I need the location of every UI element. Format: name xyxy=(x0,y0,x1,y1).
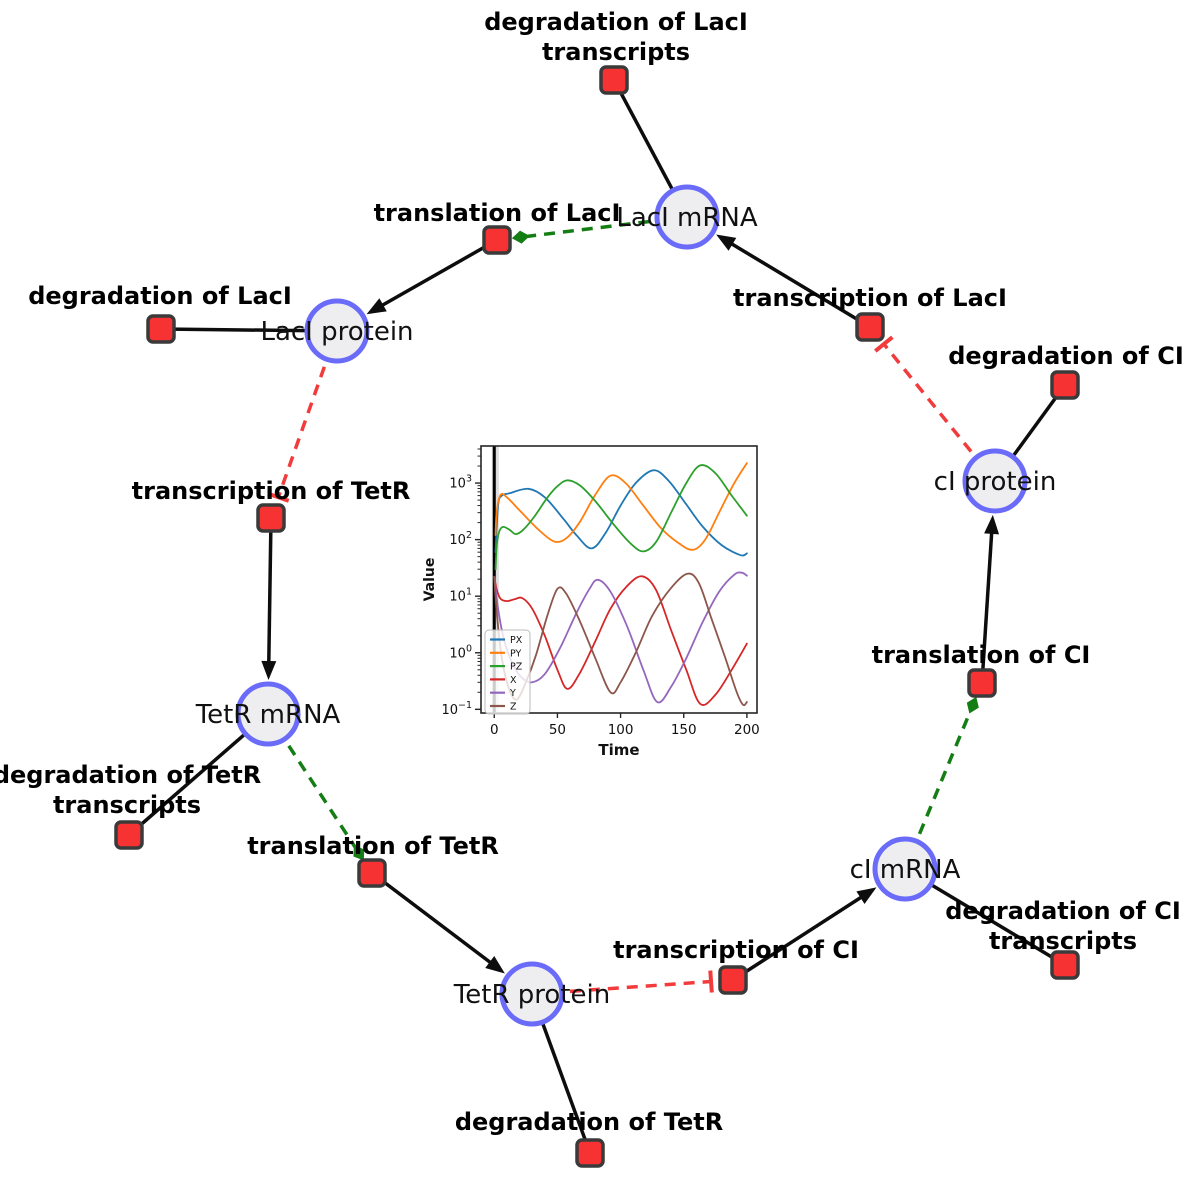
reaction-node-transcription-laci[interactable] xyxy=(855,312,885,342)
labels-layer: degradation of LacItranscriptstranslatio… xyxy=(0,8,1184,1136)
reaction-node-transcription-tetr[interactable] xyxy=(256,503,286,533)
modifier-diamond xyxy=(353,845,365,861)
edge-translation-ci-to-ci-protein xyxy=(980,514,1000,684)
edge-transcription-laci-to-laci-mrna xyxy=(716,234,871,329)
reaction-label-transcription-laci: transcription of LacI xyxy=(733,284,1007,312)
inhibition-bar xyxy=(708,970,714,993)
y-tick-label: 10−1 xyxy=(441,700,472,718)
reaction-label-translation-laci: translation of LacI xyxy=(374,199,621,227)
species-node-tetr-mrna[interactable] xyxy=(235,681,301,747)
reaction-label-degradation-ci: degradation of CI xyxy=(948,342,1184,370)
species-label-ci-protein: cI protein xyxy=(934,467,1057,497)
reaction-label-transcription-tetr: transcription of TetR xyxy=(132,477,411,505)
x-tick-label: 150 xyxy=(671,722,697,738)
inhibition-bar xyxy=(874,335,894,353)
reaction-node-degradation-ci-transcripts[interactable] xyxy=(1050,950,1080,980)
x-tick-label: 200 xyxy=(734,722,760,738)
edge-transcription-ci-to-ci-mrna xyxy=(732,887,877,982)
reaction-label-degradation-ci-transcripts: degradation of CI xyxy=(945,897,1181,925)
x-tick-label: 0 xyxy=(490,722,499,738)
chart-background xyxy=(426,434,782,786)
x-tick-label: 100 xyxy=(608,722,634,738)
series-PY-line xyxy=(494,462,748,551)
reaction-label-degradation-laci: degradation of LacI xyxy=(28,282,292,310)
x-tick-label: 50 xyxy=(549,722,566,738)
reaction-label-degradation-ci-transcripts: transcripts xyxy=(989,927,1137,955)
arrowhead xyxy=(716,234,737,251)
modifier-diamond xyxy=(511,230,530,244)
species-node-laci-mrna[interactable] xyxy=(654,184,720,250)
reaction-node-transcription-ci[interactable] xyxy=(718,965,748,995)
species-node-ci-protein[interactable] xyxy=(962,448,1028,514)
series-PZ-line xyxy=(494,464,748,571)
reaction-label-degradation-tetr: degradation of TetR xyxy=(455,1108,723,1136)
edge-transcription-tetr-to-tetr-mrna xyxy=(261,517,277,681)
arrowhead xyxy=(856,887,877,905)
arrowhead xyxy=(261,660,277,681)
legend-label-Y: Y xyxy=(509,688,516,699)
y-tick-label: 100 xyxy=(449,643,472,661)
inset-chart: 0 50 100 150 20010310210110010−1TimeValuePXP… xyxy=(422,434,782,786)
reaction-node-degradation-tetr-transcripts[interactable] xyxy=(114,820,144,850)
species-label-ci-mrna: cI mRNA xyxy=(850,855,961,885)
reaction-node-translation-tetr[interactable] xyxy=(357,858,387,888)
reaction-node-degradation-ci[interactable] xyxy=(1050,370,1080,400)
chart-series xyxy=(493,462,748,707)
legend-label-Z: Z xyxy=(510,702,517,713)
nodes-layer xyxy=(114,65,1080,1168)
reaction-label-degradation-tetr-transcripts: degradation of TetR xyxy=(0,761,261,789)
inhibition-bar xyxy=(267,491,290,503)
species-label-laci-mrna: LacI mRNA xyxy=(616,203,757,233)
reaction-label-translation-tetr: translation of TetR xyxy=(247,832,499,860)
reaction-node-degradation-laci-transcripts[interactable] xyxy=(599,65,629,95)
x-axis-title: Time xyxy=(598,741,639,759)
arrowhead xyxy=(366,298,387,315)
reaction-label-degradation-laci-transcripts: degradation of LacI xyxy=(484,8,748,36)
y-tick-label: 102 xyxy=(449,530,472,548)
reaction-label-translation-ci: translation of CI xyxy=(872,641,1091,669)
reaction-node-degradation-tetr[interactable] xyxy=(575,1138,605,1168)
arrowhead xyxy=(485,956,505,974)
legend-label-PX: PX xyxy=(510,635,523,646)
chart-legend: PX PY PZ XYZ xyxy=(484,629,531,715)
reaction-node-translation-laci[interactable] xyxy=(482,225,512,255)
y-tick-label: 101 xyxy=(449,587,472,605)
species-node-ci-mrna[interactable] xyxy=(872,836,938,902)
legend-label-PZ: PZ xyxy=(510,662,523,673)
reaction-label-degradation-tetr-transcripts: transcripts xyxy=(53,791,201,819)
edge-translation-laci-to-laci-protein xyxy=(366,238,498,315)
species-node-laci-protein[interactable] xyxy=(304,298,370,364)
legend-label-PY: PY xyxy=(510,648,522,659)
reaction-label-degradation-laci-transcripts: transcripts xyxy=(542,38,690,66)
species-node-tetr-protein[interactable] xyxy=(499,961,565,1027)
y-tick-label: 103 xyxy=(449,474,472,492)
edge-translation-tetr-to-tetr-protein xyxy=(370,871,505,974)
reaction-label-transcription-ci: transcription of CI xyxy=(613,936,859,964)
modifier-diamond xyxy=(966,696,979,714)
species-label-laci-protein: LacI protein xyxy=(260,317,413,347)
legend-label-X: X xyxy=(510,675,517,686)
reaction-node-translation-ci[interactable] xyxy=(967,668,997,698)
species-label-tetr-protein: TetR protein xyxy=(453,980,610,1010)
series-X-line xyxy=(493,575,748,706)
arrowhead xyxy=(984,514,1000,535)
series-PX-line xyxy=(494,469,748,557)
species-label-tetr-mrna: TetR mRNA xyxy=(195,700,341,730)
y-axis-title: Value xyxy=(422,558,438,602)
reaction-node-degradation-laci[interactable] xyxy=(146,314,176,344)
